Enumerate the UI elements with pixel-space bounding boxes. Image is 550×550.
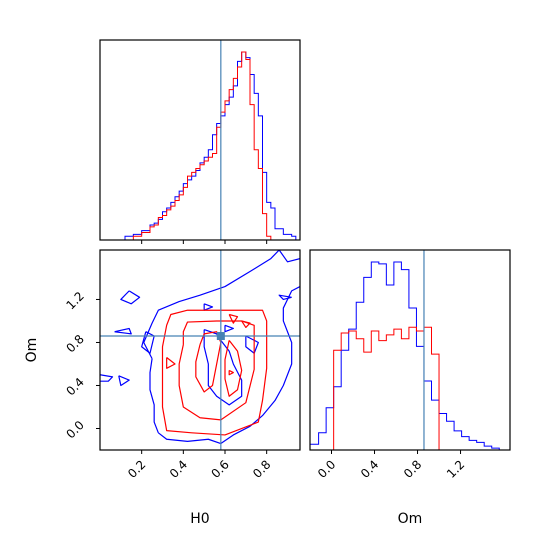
panel-hist-h0 bbox=[99, 39, 301, 244]
histogram-series-0 bbox=[100, 51, 300, 241]
panel-hist-om: 0.0 0.4 0.8 1.2 Om bbox=[309, 249, 511, 527]
contour-series-1-level-1 bbox=[178, 320, 255, 421]
contour-series-0-level-0 bbox=[120, 290, 141, 305]
axes-frame bbox=[309, 249, 511, 451]
histogram-series-1 bbox=[310, 326, 510, 451]
histogram-series-0 bbox=[309, 261, 510, 451]
contour-series-0-level-7 bbox=[157, 286, 300, 445]
contour-series-0-level-2 bbox=[100, 374, 114, 382]
x-tick-label: 0.8 bbox=[250, 457, 273, 480]
contour-series-1-level-2 bbox=[195, 331, 222, 393]
x-axis-label-om: Om bbox=[398, 511, 423, 527]
y-tick-label: 0.4 bbox=[63, 375, 86, 398]
contour-series-0-level-12 bbox=[203, 303, 214, 311]
contour-series-1-level-7 bbox=[228, 369, 234, 376]
histogram-series-1 bbox=[100, 51, 300, 241]
contour-series-0-level-8 bbox=[149, 358, 159, 434]
axes-frame bbox=[99, 39, 301, 241]
x-tick-label: 0.2 bbox=[125, 457, 148, 480]
contour-series-0-level-10 bbox=[245, 335, 259, 354]
contour-series-1-level-6 bbox=[166, 357, 176, 369]
contour-series-0-level-9 bbox=[203, 329, 243, 406]
y-tick-label: 0.8 bbox=[63, 332, 86, 355]
x-axis-label-h0: H0 bbox=[190, 511, 209, 527]
x-tick-label: 0.4 bbox=[358, 457, 381, 480]
x-tick-label: 0.8 bbox=[401, 457, 424, 480]
x-tick-label: 0.6 bbox=[208, 457, 231, 480]
contour-series-0-level-5 bbox=[278, 250, 300, 263]
contour-series-0-level-1 bbox=[114, 327, 132, 335]
contour-series-1-level-0 bbox=[161, 309, 268, 436]
y-axis-label-om: Om bbox=[24, 338, 40, 363]
contour-series-0-level-11 bbox=[141, 331, 155, 354]
contour-series-0-level-3 bbox=[118, 375, 130, 387]
x-tick-label: 0.0 bbox=[315, 457, 338, 480]
axes-frame bbox=[99, 249, 301, 451]
contour-series-1-level-5 bbox=[241, 320, 251, 329]
contour-series-1-level-3 bbox=[224, 339, 243, 397]
y-tick-label: 1.2 bbox=[63, 289, 86, 312]
x-tick-label: 1.2 bbox=[444, 457, 467, 480]
y-tick-label: 0.0 bbox=[63, 418, 86, 441]
x-tick-label: 0.4 bbox=[167, 457, 190, 480]
contour-lines bbox=[100, 250, 300, 445]
contour-series-0-level-13 bbox=[224, 324, 234, 333]
panel-contour-h0-om: 0.2 0.4 0.6 0.8 0.0 0.4 0.8 1.2 H0 Om bbox=[24, 249, 301, 527]
contour-series-1-level-4 bbox=[228, 313, 239, 324]
truth-marker bbox=[216, 332, 225, 341]
